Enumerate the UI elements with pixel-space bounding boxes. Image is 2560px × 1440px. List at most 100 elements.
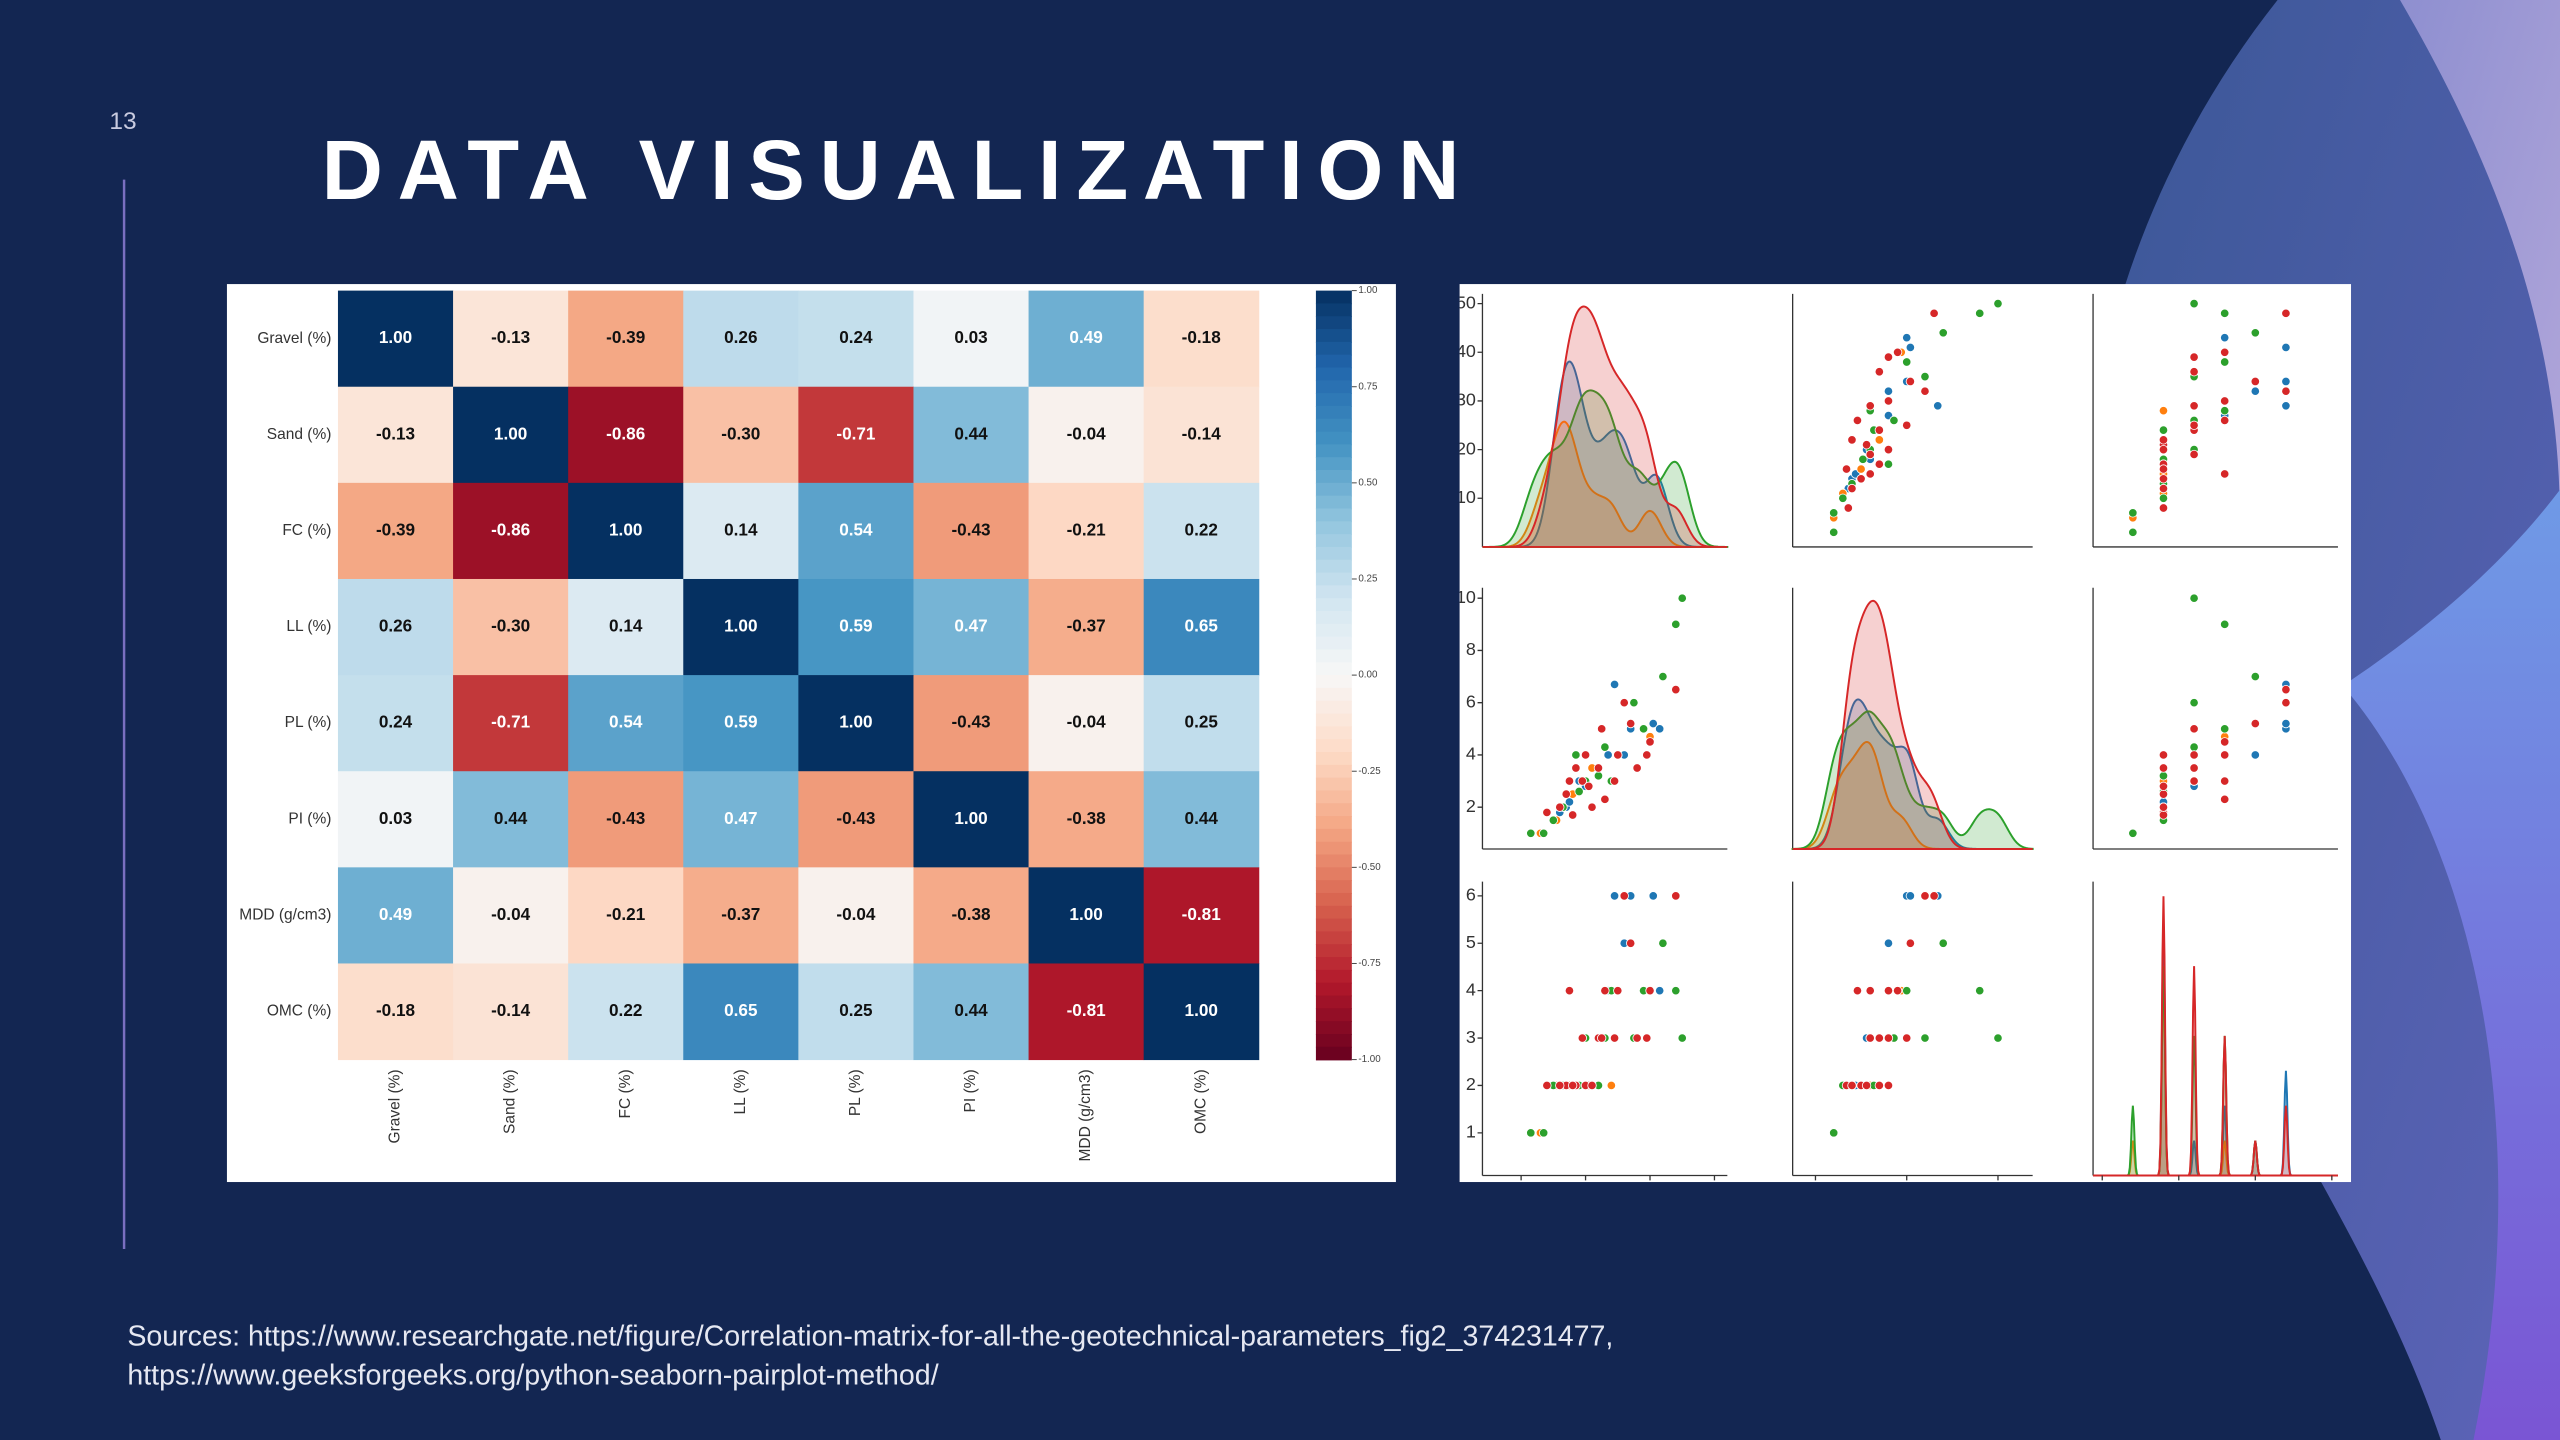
cell-label: -0.43 [606, 808, 645, 828]
scatter-point [1677, 593, 1687, 603]
colorbar-segment [1315, 739, 1352, 753]
colorbar-label: -1.00 [1358, 1054, 1381, 1065]
column-label: OMC (%) [1192, 1069, 1209, 1134]
scatter-point [2250, 328, 2260, 338]
heatmap-cell [683, 867, 799, 964]
cell-label: -0.18 [376, 1000, 415, 1020]
column-label: Sand (%) [502, 1069, 519, 1134]
heatmap-cell [798, 386, 914, 484]
colorbar-segment [1315, 393, 1352, 407]
scatter-point [1865, 1033, 1875, 1043]
kde-curve [1482, 389, 1729, 548]
scatter-point [1571, 750, 1581, 760]
colorbar-segment [1315, 444, 1352, 459]
scatter-point [1843, 503, 1853, 513]
scatter-point [1671, 985, 1681, 996]
colorbar-segment [1315, 405, 1352, 420]
colorbar-segment [1315, 803, 1352, 817]
y-tick-label: 20 [1456, 438, 1476, 458]
scatter-point [1920, 371, 1930, 382]
cell-label: -0.13 [491, 327, 530, 347]
scatter-point [1861, 1080, 1872, 1091]
y-tick-label: 5 [1466, 932, 1476, 952]
column-label: PI (%) [962, 1069, 979, 1112]
heatmap: 1.00 -0.13 -0.39 0.26 0.24 0.03 0.49 -0.18 -0.13… [239, 285, 1381, 1161]
heatmap-cell [453, 675, 569, 772]
heatmap-cell [568, 867, 684, 964]
heatmap-cell [798, 290, 914, 388]
scatter-point [1597, 724, 1607, 734]
colorbar-segment [1315, 675, 1352, 689]
decor-shape [2400, 0, 2560, 523]
scatter-point [1902, 420, 1912, 430]
scatter-point [2220, 737, 2230, 747]
scatter-point [2158, 802, 2169, 812]
cell-label: -0.04 [491, 904, 531, 924]
heatmap-cell [1143, 290, 1260, 388]
cell-label: -0.86 [491, 519, 530, 539]
kde-curve [1791, 710, 2034, 850]
heatmap-cell [1028, 771, 1145, 868]
heatmap-cell [1028, 290, 1145, 388]
scatter-point [1892, 347, 1903, 357]
scatter-point [1847, 435, 1857, 445]
scatter-point [2189, 449, 2199, 460]
scatter-point [2158, 763, 2169, 773]
scatter-point [1883, 1033, 1894, 1043]
cell-label: 1.00 [1069, 904, 1102, 924]
scatter-point [1542, 807, 1552, 818]
scatter-point [1619, 891, 1629, 901]
colorbar-segment [1315, 713, 1352, 728]
colorbar-segment [1315, 892, 1352, 907]
scatter-point [1642, 750, 1652, 760]
x-tick-label: 0 [1810, 1181, 1820, 1201]
heatmap-cell [798, 578, 914, 676]
column-label: MDD (g/cm3) [1077, 1069, 1094, 1161]
y-tick-label: 3 [1466, 1027, 1476, 1047]
row-label: LL (%) [286, 618, 331, 635]
colorbar-segment [1315, 957, 1352, 971]
colorbar-label: -0.75 [1358, 958, 1381, 969]
y-tick-label: 8 [1466, 639, 1476, 659]
x-tick-label: 0 [1516, 1181, 1526, 1201]
x-tick-label: 20 [1576, 1181, 1596, 1201]
scatter-point [1658, 671, 1668, 682]
scatter-point [2250, 386, 2260, 396]
colorbar-segment [1315, 816, 1352, 830]
colorbar-segment [1315, 726, 1352, 740]
heatmap-cell [913, 963, 1030, 1061]
scatter-point [1603, 750, 1613, 760]
colorbar-label: 0.25 [1358, 574, 1378, 585]
scatter-point [1856, 474, 1866, 484]
scatter-point [2158, 771, 2169, 781]
scatter-point [2128, 828, 2138, 838]
scatter-point [2281, 342, 2291, 353]
colorbar-segment [1315, 918, 1352, 933]
heatmap-cell [683, 675, 799, 772]
scatter-point [1568, 1080, 1578, 1091]
scatter-point [2281, 308, 2291, 318]
cell-label: 0.44 [954, 423, 988, 443]
colorbar-segment [1315, 764, 1352, 779]
scatter-point [2158, 483, 2169, 494]
scatter-point [2250, 671, 2260, 682]
cell-label: 0.24 [379, 712, 413, 732]
colorbar-segment [1315, 546, 1352, 561]
kde-curve [2093, 896, 2338, 1177]
scatter-point [1874, 435, 1884, 445]
y-tick-label: 10 [1456, 587, 1476, 607]
y-tick-label: 50 [1456, 292, 1476, 312]
colorbar-segment [1315, 598, 1352, 612]
scatter-point [1600, 742, 1610, 752]
cell-label: 0.24 [839, 327, 873, 347]
colorbar-segment [1315, 623, 1352, 638]
y-tick-label: 2 [1466, 796, 1476, 816]
colorbar-segment [1315, 508, 1352, 523]
cell-label: 0.44 [954, 1000, 988, 1020]
column-label: LL (%) [732, 1069, 749, 1114]
scatter-point [2281, 684, 2291, 695]
cell-label: -0.86 [606, 423, 645, 443]
scatter-point [1632, 763, 1642, 773]
colorbar-segment [1315, 495, 1352, 510]
scatter-point [1892, 985, 1903, 996]
